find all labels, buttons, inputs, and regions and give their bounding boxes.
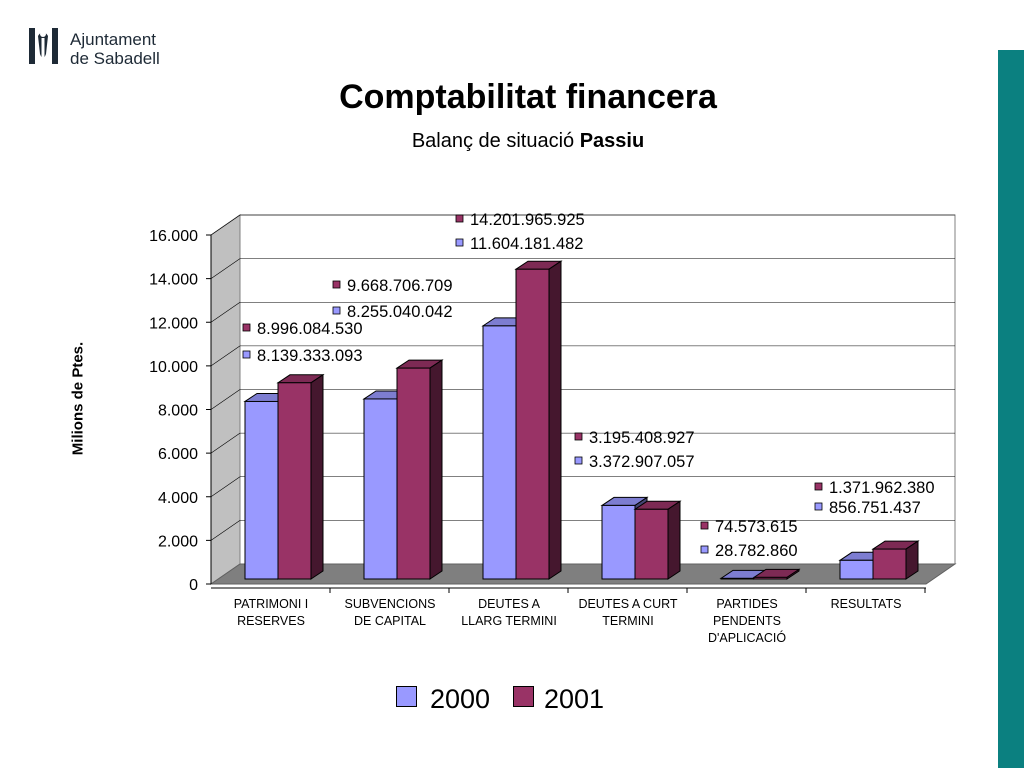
- bar-2001-1: [396, 367, 431, 580]
- x-tick-label: DEUTES A CURT TERMINI: [569, 596, 687, 630]
- data-label-marker-2000-3: [574, 456, 583, 465]
- bar-2000-4: [720, 577, 755, 580]
- data-label-2001-2: 14.201.965.925: [470, 211, 585, 229]
- gridline-side: [210, 520, 241, 541]
- x-tick-label: PARTIDES PENDENTS D'APLICACIÓ: [688, 596, 806, 647]
- data-label-marker-2000-0: [242, 350, 251, 359]
- data-label-marker-2000-4: [700, 545, 709, 554]
- x-tick-label-line: PENDENTS: [712, 614, 782, 628]
- legend-label-2001: 2001: [544, 684, 605, 714]
- x-tick-label-line: RESULTATS: [830, 597, 902, 611]
- chart-title: Comptabilitat financera: [339, 78, 717, 116]
- bar-2001-3: [634, 508, 669, 580]
- y-tick-label: 4.000: [158, 490, 198, 507]
- x-tick-label-line: SUBVENCIONS: [344, 597, 436, 611]
- data-label-marker-2001-0: [242, 323, 251, 332]
- data-label-2001-3: 3.195.408.927: [589, 429, 695, 447]
- data-label-2000-0: 8.139.333.093: [257, 347, 363, 365]
- data-label-marker-2001-1: [332, 280, 341, 289]
- data-label-2001-5: 1.371.962.380: [829, 479, 935, 497]
- x-tick-label-line: TERMINI: [602, 614, 654, 628]
- x-tick-label-line: PARTIDES: [716, 597, 778, 611]
- y-tick-label: 16.000: [149, 228, 198, 245]
- side-stripe: [998, 50, 1024, 768]
- subtitle-bold: Passiu: [579, 130, 645, 152]
- bar-side-2001-3: [667, 500, 681, 580]
- y-tick-label: 2.000: [158, 533, 198, 550]
- gridline-side: [210, 432, 241, 454]
- bar-2000-5: [839, 559, 874, 580]
- bar-2001-2: [515, 268, 550, 580]
- x-tick-label-line: RESERVES: [237, 614, 305, 628]
- x-tick-label: PATRIMONI I RESERVES: [212, 596, 330, 630]
- bar-2000-0: [244, 400, 279, 580]
- data-label-marker-2001-2: [455, 214, 464, 223]
- bar-2001-4: [753, 576, 788, 580]
- gridline-side: [210, 345, 241, 367]
- data-label-2000-2: 11.604.181.482: [470, 235, 583, 253]
- gridline-side: [210, 258, 241, 279]
- bar-2000-2: [482, 325, 517, 580]
- data-label-2000-1: 8.255.040.042: [347, 303, 453, 321]
- legend-swatch-2001: [513, 686, 534, 707]
- data-label-2001-0: 8.996.084.530: [257, 320, 363, 338]
- x-tick-label-line: DEUTES A CURT: [578, 597, 678, 611]
- bar-side-2001-0: [310, 373, 324, 580]
- data-label-2001-1: 9.668.706.709: [347, 277, 453, 295]
- y-tick-label: 12.000: [149, 315, 198, 332]
- logo-text: Ajuntament de Sabadell: [70, 30, 160, 68]
- logo-line-2: de Sabadell: [70, 49, 160, 68]
- y-tick-label: 10.000: [149, 359, 198, 376]
- gridline-side: [210, 389, 241, 410]
- x-tick-label: SUBVENCIONS DE CAPITAL: [331, 596, 449, 630]
- x-tick-label: DEUTES A LLARG TERMINI: [450, 596, 568, 630]
- data-label-marker-2000-5: [814, 502, 823, 511]
- x-tick-label: RESULTATS: [807, 596, 925, 613]
- x-tick-label-line: LLARG TERMINI: [461, 614, 557, 628]
- y-tick-label: 14.000: [149, 272, 198, 289]
- x-tick-label-line: PATRIMONI I: [233, 597, 309, 611]
- gridline-side: [210, 302, 241, 323]
- data-label-2001-4: 74.573.615: [715, 518, 798, 536]
- bar-2001-0: [277, 382, 312, 580]
- data-label-marker-2001-3: [574, 432, 583, 441]
- logo-line-1: Ajuntament: [70, 30, 156, 49]
- bar-2000-1: [363, 398, 398, 580]
- x-tick-label-line: D'APLICACIÓ: [707, 631, 787, 645]
- data-label-marker-2001-5: [814, 482, 823, 491]
- bar-2000-3: [601, 504, 636, 580]
- gridline-side: [210, 476, 241, 497]
- data-label-marker-2000-2: [455, 238, 464, 247]
- bar-side-2001-1: [429, 359, 443, 580]
- data-label-2000-4: 28.782.860: [715, 542, 798, 560]
- x-tick-label-line: DEUTES A: [478, 597, 540, 611]
- gridline-side: [210, 214, 241, 236]
- data-label-2000-3: 3.372.907.057: [589, 453, 695, 471]
- chart-subtitle: Balanç de situació Passiu: [0, 130, 1024, 153]
- subtitle-text: Balanç de situació: [411, 130, 575, 152]
- y-tick-label: 0: [189, 577, 198, 594]
- bar-2001-5: [872, 548, 907, 580]
- y-tick-label: 8.000: [158, 403, 198, 420]
- x-tick-label-line: DE CAPITAL: [353, 614, 426, 628]
- data-label-marker-2001-4: [700, 521, 709, 530]
- bar-side-2001-2: [548, 260, 562, 580]
- ajuntament-logo-icon: [29, 28, 58, 64]
- data-label-marker-2000-1: [332, 306, 341, 315]
- y-tick-label: 6.000: [158, 446, 198, 463]
- legend-swatch-2000: [396, 686, 417, 707]
- legend-label-2000: 2000: [430, 684, 491, 714]
- data-label-2000-5: 856.751.437: [829, 499, 921, 517]
